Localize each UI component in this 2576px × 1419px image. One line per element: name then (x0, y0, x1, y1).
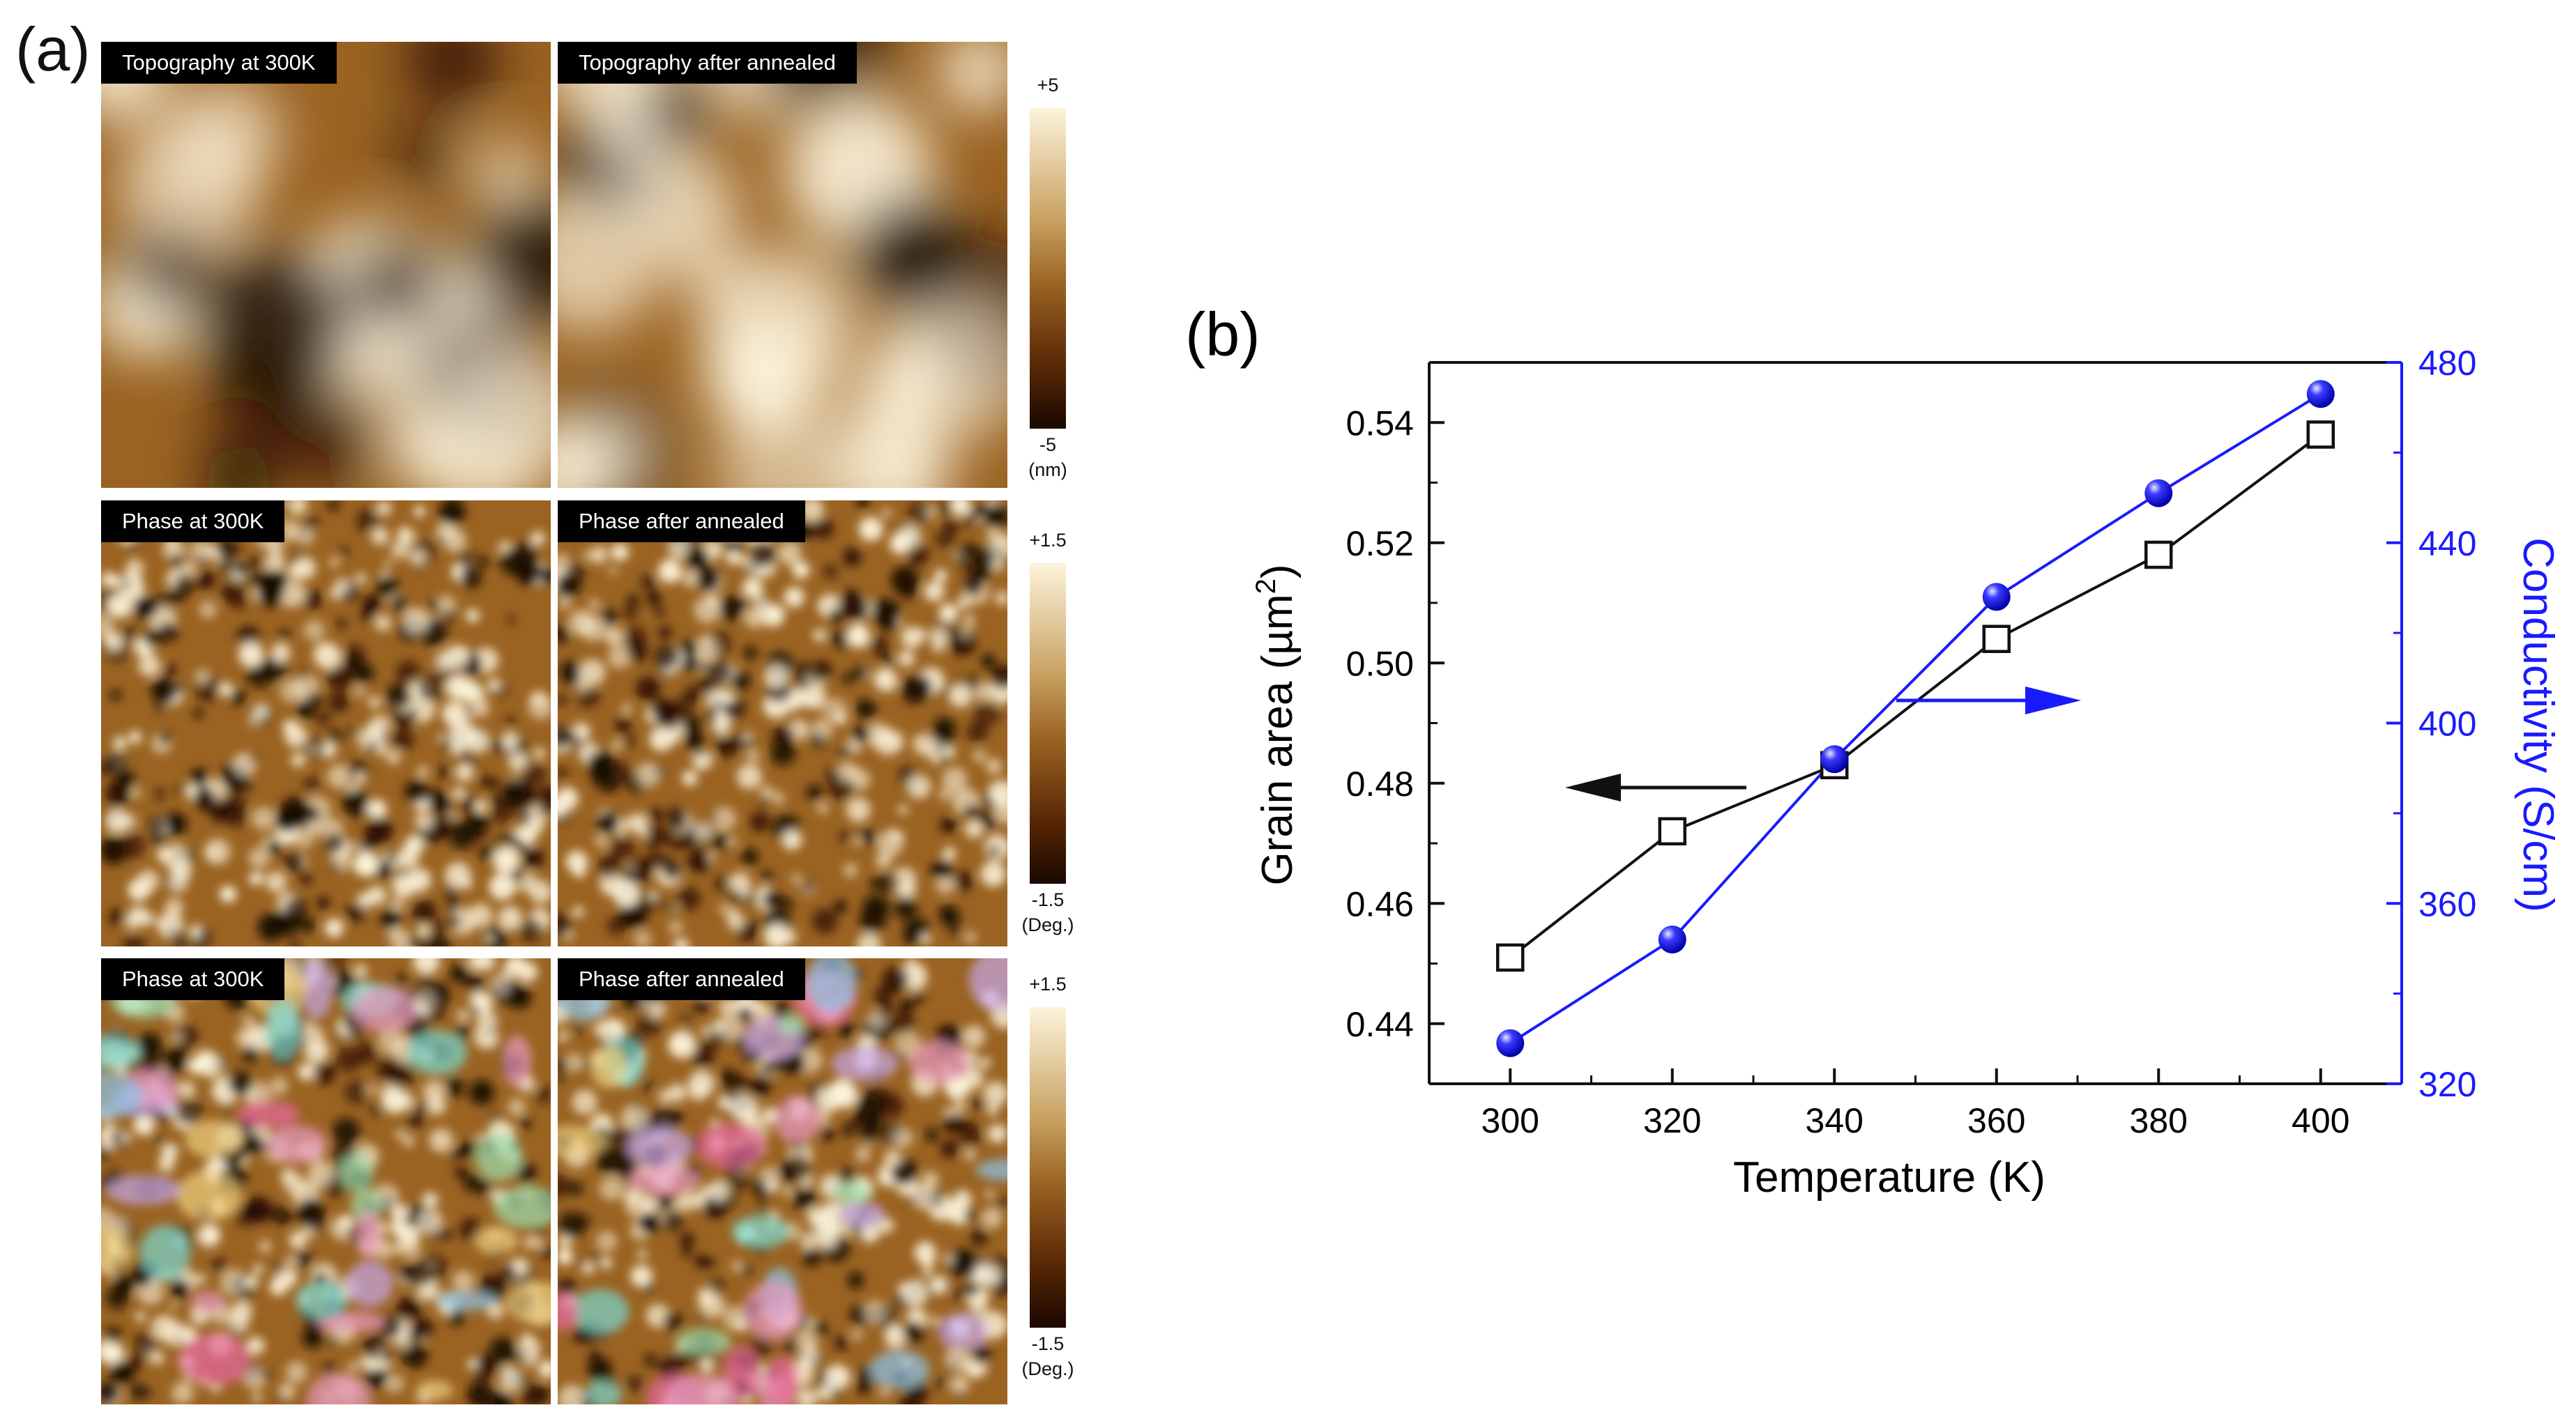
grain-area-point (1982, 624, 2011, 653)
colorbar-1 (1030, 108, 1066, 429)
colorbar-min-label: -5 (1039, 434, 1056, 455)
afm-image-3: Phase at 300K (101, 500, 551, 946)
y-right-tick-label: 480 (2418, 344, 2476, 383)
afm-image-label: Phase after annealed (558, 500, 805, 542)
y-left-tick-label: 0.48 (1346, 765, 1414, 804)
grain-area-point (1496, 943, 1525, 972)
conductivity-point (2306, 380, 2335, 408)
afm-image-label: Topography at 300K (101, 42, 337, 84)
afm-image-5: Phase at 300K (101, 958, 551, 1404)
afm-texture (101, 42, 551, 488)
colorbar-max-label: +1.5 (1029, 974, 1067, 995)
series-line-2 (1509, 392, 2322, 1045)
y-axis-label-right: Conductivity (S/cm) (2514, 537, 2562, 912)
y-axis-label-left-end: ) (1253, 564, 1302, 578)
y-left-tick-label: 0.54 (1346, 404, 1414, 443)
x-tick-label: 360 (1967, 1101, 2025, 1140)
afm-image-6: Phase after annealed (558, 958, 1007, 1404)
chart-series (1496, 380, 2335, 1057)
colorbar-unit-label: (Deg.) (1021, 914, 1074, 935)
grain-area-point (2144, 540, 2173, 569)
y-right-tick-label: 440 (2418, 524, 2476, 563)
afm-image-2: Topography after annealed (558, 42, 1007, 488)
panel-b-letter: (b) (1185, 300, 1260, 369)
chart-axes: 300 320 340 360 380 400 0.44 0.46 0.48 0.50 0.52 0.… (1346, 344, 2477, 1140)
grain-area-point (1658, 817, 1686, 845)
chart-arrows (1565, 687, 2081, 801)
conductivity-point (2144, 479, 2173, 507)
afm-texture (101, 958, 551, 1404)
x-tick-label: 400 (2292, 1101, 2349, 1140)
grain-area-point (2306, 420, 2335, 449)
colorbar-max-label: +1.5 (1029, 530, 1067, 551)
afm-texture (558, 958, 1007, 1404)
conductivity-point (1982, 583, 2011, 611)
x-tick-label: 380 (2130, 1101, 2188, 1140)
afm-image-label: Phase at 300K (101, 500, 285, 542)
colorbar-unit-label: (nm) (1028, 459, 1067, 480)
x-tick-label: 300 (1481, 1101, 1539, 1140)
afm-image-4: Phase after annealed (558, 500, 1007, 946)
y-right-tick-label: 360 (2418, 884, 2476, 923)
colorbar-2 (1030, 563, 1066, 884)
afm-texture (101, 500, 551, 946)
colorbar-min-label: -1.5 (1031, 889, 1065, 910)
afm-image-1: Topography at 300K (101, 42, 551, 488)
y-right-tick-label: 320 (2418, 1065, 2476, 1104)
y-left-tick-label: 0.52 (1346, 524, 1414, 563)
conductivity-point (1658, 926, 1686, 953)
y-right-tick-label: 400 (2418, 705, 2476, 744)
colorbar-3 (1030, 1007, 1066, 1328)
y-left-tick-label: 0.50 (1346, 644, 1414, 683)
afm-image-label: Phase after annealed (558, 958, 805, 1000)
y-axis-label-left-base: Grain area ( (1253, 654, 1302, 885)
arrow-right-head (2025, 687, 2081, 714)
arrow-left-head (1565, 774, 1621, 801)
series-line-1 (1509, 433, 2322, 959)
x-tick-label: 340 (1806, 1101, 1864, 1140)
colorbar-min-label: -1.5 (1031, 1333, 1065, 1354)
y-axis-label-left: Grain area (µm2) (1251, 564, 1302, 885)
panel-a-letter: (a) (15, 15, 91, 84)
conductivity-point (1496, 1029, 1525, 1057)
colorbar-unit-label: (Deg.) (1021, 1358, 1074, 1379)
colorbar-max-label: +5 (1037, 75, 1059, 95)
afm-image-label: Phase at 300K (101, 958, 285, 1000)
conductivity-point (1820, 745, 1849, 774)
afm-image-label: Topography after annealed (558, 42, 857, 84)
afm-texture (558, 500, 1007, 946)
y-left-tick-label: 0.44 (1346, 1005, 1414, 1044)
x-tick-label: 320 (1643, 1101, 1701, 1140)
y-axis-label-left-unit: µm (1253, 594, 1302, 654)
y-left-tick-label: 0.46 (1346, 884, 1414, 923)
y-axis-label-left-sup: 2 (1251, 578, 1281, 594)
x-axis-label: Temperature (K) (1733, 1153, 2045, 1202)
